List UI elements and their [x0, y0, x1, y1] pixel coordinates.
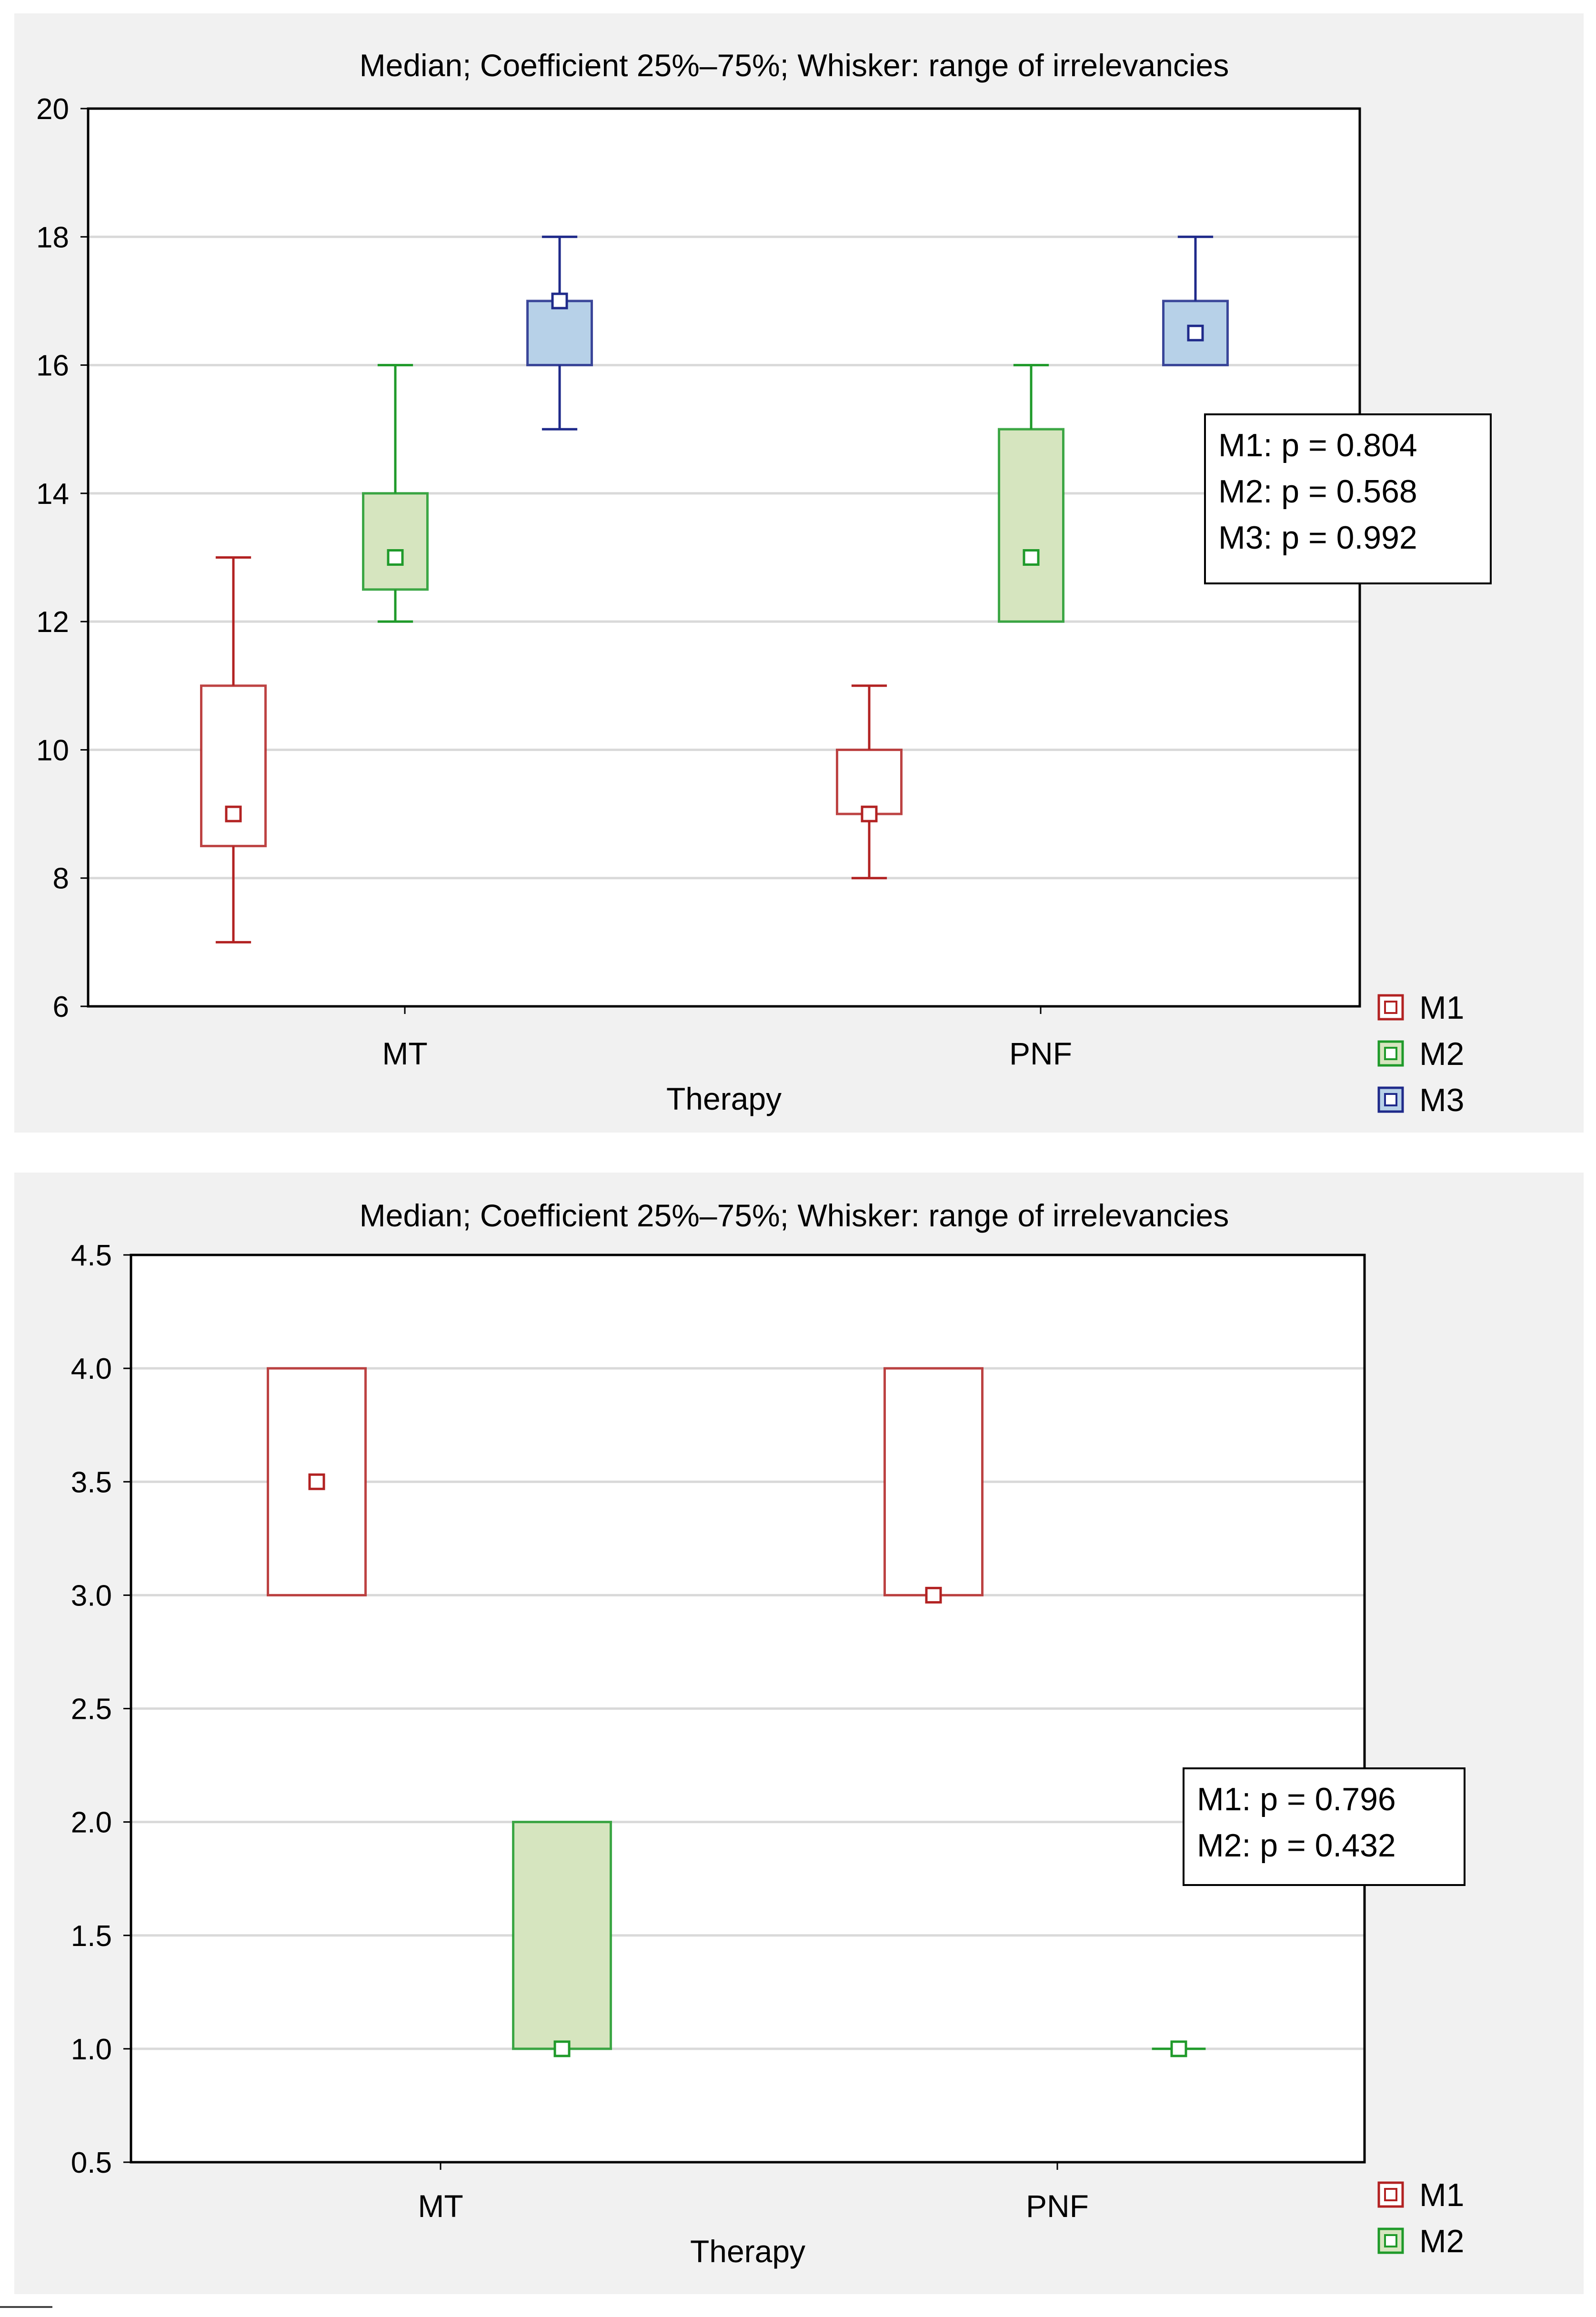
- y-tick-label: 2.0: [71, 1806, 112, 1839]
- legend-marker-m3: [1384, 1093, 1397, 1106]
- legend-label-m2: M2: [1419, 1036, 1464, 1072]
- iqr-box: [526, 300, 593, 367]
- legend-label-m2: M2: [1419, 2223, 1464, 2259]
- median-marker: [553, 2040, 571, 2057]
- y-tick-label: 0.5: [71, 2146, 112, 2179]
- legend-marker-m2: [1384, 2234, 1397, 2247]
- iqr-box: [836, 748, 903, 815]
- x-tick-label-mt: MT: [382, 1036, 427, 1071]
- p-value-text: M1: p = 0.804: [1218, 427, 1417, 463]
- p-value-text: M1: p = 0.796: [1197, 1781, 1396, 1817]
- p-value-text: M2: p = 0.432: [1197, 1827, 1396, 1864]
- box-m2-pnf: [998, 364, 1064, 623]
- box-m2-mt: [362, 364, 429, 623]
- legend-marker-m1: [1384, 2188, 1397, 2201]
- p-value-box: [1204, 413, 1492, 584]
- median-marker: [861, 805, 878, 822]
- x-tick-label-pnf: PNF: [1009, 1036, 1072, 1071]
- y-tick-label: 1.0: [71, 2033, 112, 2066]
- box-m1-pnf: [883, 1367, 984, 1604]
- box-m1-pnf: [836, 684, 903, 880]
- legend-marker-m1: [1384, 1001, 1397, 1014]
- legend-swatch-m3: [1377, 1086, 1404, 1113]
- box-m2-mt: [512, 1821, 612, 2057]
- median-marker: [308, 1473, 325, 1490]
- median-marker: [225, 805, 242, 822]
- x-tick-label-mt: MT: [418, 2188, 463, 2224]
- box-m3-mt: [526, 235, 593, 431]
- x-tick-label-pnf: PNF: [1026, 2188, 1089, 2224]
- x-axis-label: Therapy: [690, 2234, 805, 2269]
- box-m1-mt: [200, 556, 267, 943]
- x-axis-label: Therapy: [666, 1081, 782, 1116]
- box-m2-pnf: [1152, 2040, 1206, 2057]
- legend-label-m1: M1: [1419, 990, 1464, 1026]
- legend-label-m1: M1: [1419, 2177, 1464, 2213]
- plot-frame: [130, 1254, 1366, 2164]
- y-tick-label: 3.0: [71, 1579, 112, 1612]
- p-value-box: [1183, 1767, 1466, 1886]
- chart-title: Median; Coefficient 25%–75%; Whisker: ra…: [360, 48, 1229, 83]
- y-tick-label: 2.5: [71, 1693, 112, 1726]
- iqr-box: [998, 428, 1064, 623]
- legend: M1 M2 M3: [1377, 990, 1464, 1118]
- y-tick-label: 4.0: [71, 1353, 112, 1385]
- p-value-text: M3: p = 0.992: [1218, 520, 1417, 556]
- median-marker: [1187, 324, 1204, 341]
- y-tick-label: 20: [36, 93, 69, 126]
- y-tick-label: 3.5: [71, 1466, 112, 1499]
- iqr-box: [883, 1367, 984, 1596]
- median-marker: [925, 1586, 942, 1604]
- y-tick-label: 18: [36, 221, 69, 254]
- iqr-box: [512, 1821, 612, 2050]
- p-value-text: M2: p = 0.568: [1218, 473, 1417, 510]
- y-tick-label: 4.5: [71, 1239, 112, 1272]
- y-tick-label: 8: [53, 863, 69, 895]
- y-tick-label: 16: [36, 350, 69, 382]
- y-tick-label: 12: [36, 606, 69, 639]
- legend-marker-m2: [1384, 1047, 1397, 1060]
- median-marker: [1170, 2040, 1187, 2057]
- bottom-edge-mark: [0, 2306, 52, 2308]
- plot-area: [88, 109, 1360, 1006]
- box-m3-pnf: [1162, 235, 1229, 367]
- chart-panel-1: Median; Coefficient 25%–75%; Whisker: ra…: [14, 13, 1584, 1133]
- iqr-box: [362, 492, 429, 591]
- chart-title: Median; Coefficient 25%–75%; Whisker: ra…: [360, 1198, 1229, 1233]
- legend-swatch-m2: [1377, 1040, 1404, 1067]
- y-tick-label: 1.5: [71, 1920, 112, 1953]
- chart-panel-2: Median; Coefficient 25%–75%; Whisker: ra…: [14, 1173, 1584, 2294]
- box-m1-mt: [267, 1367, 367, 1596]
- median-marker: [1023, 549, 1040, 566]
- y-tick-label: 6: [53, 991, 69, 1023]
- y-tick-label: 10: [36, 734, 69, 767]
- legend-label-m3: M3: [1419, 1082, 1464, 1118]
- y-tick-label: 14: [36, 478, 69, 511]
- median-marker: [387, 549, 404, 566]
- median-marker: [551, 292, 568, 310]
